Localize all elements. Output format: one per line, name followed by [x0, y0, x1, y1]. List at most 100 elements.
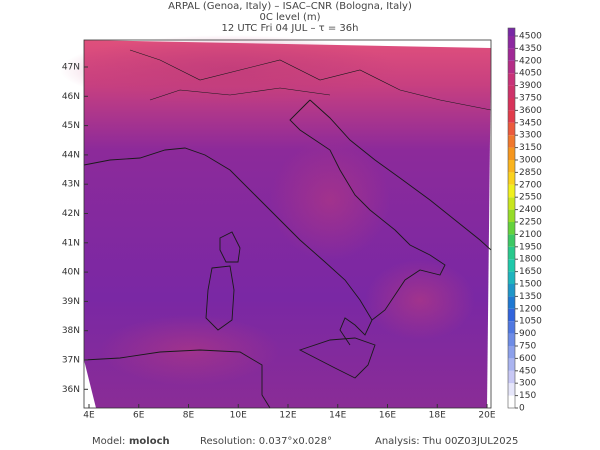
colorbar-swatch [508, 358, 515, 371]
lat-label: 47N [62, 63, 80, 73]
lat-label: 37N [62, 356, 80, 366]
colorbar-label: 3000 [519, 156, 542, 166]
colorbar-swatch [508, 246, 515, 260]
colorbar-swatch [508, 135, 515, 148]
colorbar-swatch [508, 60, 515, 74]
lat-label: 40N [62, 268, 80, 278]
colorbar-swatch [508, 160, 515, 173]
colorbar-label: 2550 [519, 193, 542, 203]
colorbar-swatch [508, 296, 515, 309]
lon-label: 10E [230, 411, 247, 421]
lat-label: 46N [62, 92, 80, 102]
colorbar-swatch [508, 110, 515, 123]
lat-label: 45N [62, 121, 80, 131]
coastline [83, 99, 446, 346]
colorbar-label: 900 [519, 329, 536, 339]
colorbar-label: 4500 [519, 32, 542, 42]
colorbar-swatch [508, 147, 515, 160]
island [219, 231, 241, 263]
border [129, 49, 492, 111]
lat-label: 38N [62, 326, 80, 336]
lon-label: 8E [183, 411, 195, 421]
colorbar-label: 1050 [519, 317, 542, 327]
lat-label: 41N [62, 238, 80, 248]
colorbar-label: 4350 [519, 44, 542, 54]
colorbar-label: 750 [519, 342, 536, 352]
footer-label: Model: [92, 436, 125, 447]
colorbar-swatch [508, 184, 515, 198]
colorbar-label: 1350 [519, 292, 542, 302]
colorbar-swatch [508, 395, 515, 408]
colorbar-label: 3750 [519, 94, 542, 104]
colorbar-label: 3600 [519, 106, 542, 116]
footer-model: moloch [129, 436, 170, 447]
field-patch [100, 315, 280, 385]
lat-label: 39N [62, 297, 80, 307]
lat-label: 42N [62, 209, 80, 219]
colorbar-label: 300 [519, 379, 536, 389]
island [205, 265, 235, 331]
lon-label: 6E [133, 411, 145, 421]
colorbar-label: 2100 [519, 230, 542, 240]
lon-label: 14E [329, 411, 346, 421]
colorbar-swatch [508, 271, 515, 284]
colorbar-swatch [508, 259, 515, 272]
header-line: 12 UTC Fri 04 JUL – τ = 36h [222, 23, 359, 34]
colorbar-swatch [508, 222, 515, 235]
island [298, 337, 376, 379]
colorbar-swatch [508, 346, 515, 359]
lat-labels: 47N 46N 45N 44N 43N 42N 41N 40N 39N 38N 37N 36N [62, 63, 88, 395]
colorbar-label: 3450 [519, 118, 542, 128]
header-line: ARPAL (Genoa, Italy) – ISAC–CNR (Bologna… [168, 1, 412, 12]
colorbar-frame [507, 27, 516, 409]
colorbar-swatch [508, 48, 515, 61]
colorbar-swatch [508, 85, 515, 98]
header-line: 0C level (m) [259, 12, 320, 23]
field-patch [60, 35, 400, 105]
colorbar-label: 2850 [519, 168, 542, 178]
colorbar-swatch [508, 122, 515, 136]
field-patch [365, 260, 475, 340]
colorbar-swatch [508, 197, 515, 210]
field-patch [270, 140, 390, 260]
colorbar-label: 2400 [519, 205, 542, 215]
lat-label: 44N [62, 150, 80, 160]
colorbar-swatch [508, 172, 515, 185]
footer-analysis: Analysis: Thu 00Z03JUL2025 [375, 436, 518, 447]
colorbar-label: 2250 [519, 218, 542, 228]
colorbar-label: 2700 [519, 180, 542, 190]
colorbar-swatch [508, 209, 515, 222]
colorbar-label: 1200 [519, 304, 542, 314]
lat-label: 36N [62, 385, 80, 395]
lon-label: 18E [429, 411, 446, 421]
colorbar-swatch [508, 370, 515, 384]
coastline [309, 99, 492, 251]
footer-resolution: Resolution: 0.037°x0.028° [200, 436, 332, 447]
lon-label: 4E [83, 411, 95, 421]
colorbar-swatch [508, 36, 515, 49]
colorbar-label: 3300 [519, 131, 542, 141]
colorbar-label: 1950 [519, 242, 542, 252]
lon-labels: 4E 6E 8E 10E 12E 14E 16E 18E 20E [83, 404, 496, 421]
colorbar-swatch [508, 284, 515, 297]
colorbar-label: 4200 [519, 56, 542, 66]
colorbar-swatch [508, 73, 515, 86]
colorbar: 0 150 300 450 600 750 900 1050 1200 1350 1500 1650 1… [507, 27, 542, 414]
colorbar-swatch [508, 234, 515, 247]
colorbar-label: 1650 [519, 267, 542, 277]
colorbar-swatch [508, 333, 515, 346]
lon-label: 12E [279, 411, 296, 421]
map [60, 35, 492, 409]
colorbar-label: 4050 [519, 69, 542, 79]
colorbar-swatch [508, 308, 515, 322]
coastline [83, 349, 271, 409]
colorbar-swatch [508, 383, 515, 396]
colorbar-label: 1500 [519, 280, 542, 290]
colorbar-swatch [508, 98, 515, 111]
colorbar-label: 600 [519, 354, 536, 364]
colorbar-swatch [508, 321, 515, 334]
colorbar-label: 450 [519, 366, 536, 376]
lat-label: 43N [62, 180, 80, 190]
colorbar-label: 1800 [519, 255, 542, 265]
